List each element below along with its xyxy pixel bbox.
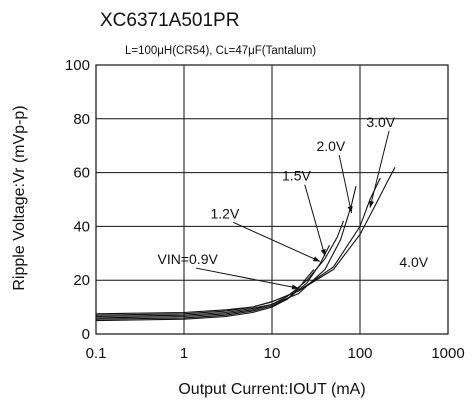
y-tick-label: 40 [73, 218, 90, 235]
y-tick-label: 20 [73, 272, 90, 289]
series-lines [95, 166, 396, 322]
y-axis-label: Ripple Voltage:Vr (mVp-p) [11, 105, 28, 290]
series-line-vin-0-9v [95, 269, 315, 322]
y-tick-label: 0 [82, 326, 90, 343]
series-line-3-0v [95, 177, 381, 316]
annotation-arrow-head [369, 200, 375, 208]
curve-label: 3.0V [366, 114, 395, 130]
curve-label: 2.0V [316, 138, 345, 154]
x-axis-label: Output Current:IOUT (mA) [178, 381, 365, 398]
annotation-arrow-head [347, 206, 353, 213]
series-line-1-5v [95, 220, 345, 319]
x-tick-label: 1000 [431, 345, 464, 362]
y-tick-label: 80 [73, 111, 90, 128]
x-tick-label: 100 [347, 345, 372, 362]
x-tick-label: 10 [264, 345, 281, 362]
y-tick-labels: 0 20 40 60 80 100 [65, 57, 90, 343]
annotation-arrow-head [291, 284, 299, 290]
x-tick-label: 0.1 [86, 345, 107, 362]
curve-label: 4.0V [399, 254, 428, 270]
grid-lines [96, 65, 448, 334]
annotation-arrow-head [320, 249, 326, 256]
chart-title: XC6371A501PR [100, 10, 239, 31]
annotation-leader-line [338, 154, 352, 214]
curve-label: VIN=0.9V [158, 251, 219, 267]
series-line-4-0v [95, 166, 396, 315]
series-line-2-0v [95, 185, 357, 318]
x-tick-label: 1 [180, 345, 188, 362]
curve-label: 1.2V [210, 205, 239, 221]
annotation-leader-line [369, 130, 390, 208]
annotation-leader-line [195, 267, 299, 289]
x-tick-labels: 0.1 1 10 100 1000 [86, 345, 465, 362]
y-tick-label: 60 [73, 165, 90, 182]
annotation-leader-line [233, 221, 321, 262]
curve-annotations: VIN=0.9V 1.2V 1.5V 2.0V 3.0V 4.0V [158, 114, 429, 290]
curve-label: 1.5V [282, 168, 311, 184]
test-conditions: L=100μH(CR54), Cʟ=47μF(Tantalum) [125, 45, 316, 57]
y-tick-label: 100 [65, 57, 90, 74]
annotation-leader-line [304, 184, 326, 257]
annotation-arrow-head [312, 256, 320, 262]
